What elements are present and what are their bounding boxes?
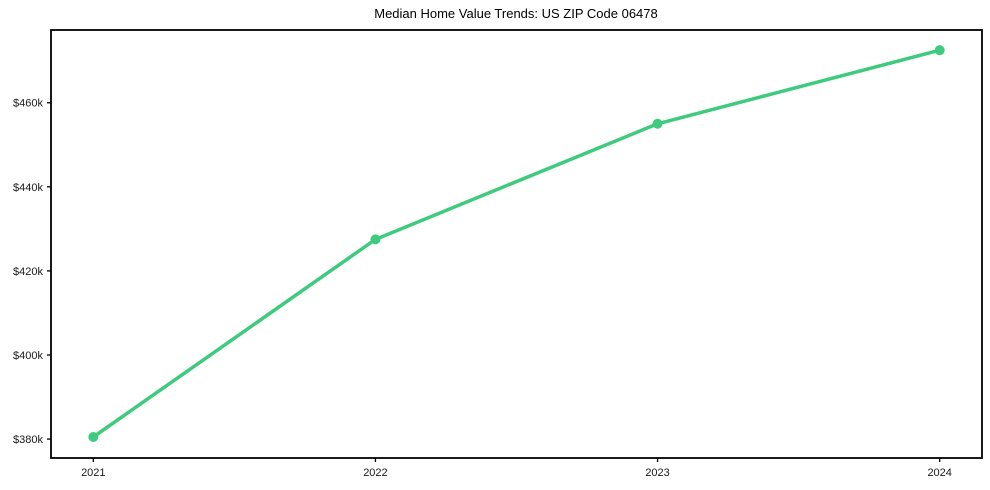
y-tick-label: $440k — [13, 182, 43, 194]
x-tick-label: 2021 — [81, 467, 105, 479]
x-axis: 2021 2022 2023 2024 — [81, 458, 952, 479]
trend-line — [91, 48, 942, 439]
plot-border — [50, 29, 983, 459]
y-tick-label: $420k — [13, 266, 43, 278]
x-tick-label: 2023 — [645, 467, 669, 479]
trend-line-series — [88, 45, 945, 442]
data-point — [88, 431, 99, 442]
data-point — [934, 45, 945, 56]
data-point — [652, 118, 663, 129]
data-point — [370, 234, 381, 245]
x-tick-label: 2022 — [363, 467, 387, 479]
chart-title: Median Home Value Trends: US ZIP Code 06… — [374, 6, 658, 21]
plot-border-box — [50, 29, 983, 459]
y-tick-label: $400k — [13, 350, 43, 362]
y-tick-label: $380k — [13, 434, 43, 446]
x-tick-label: 2024 — [927, 467, 951, 479]
y-axis: $380k $400k $420k $440k $460k — [13, 98, 51, 446]
y-tick-label: $460k — [13, 98, 43, 110]
